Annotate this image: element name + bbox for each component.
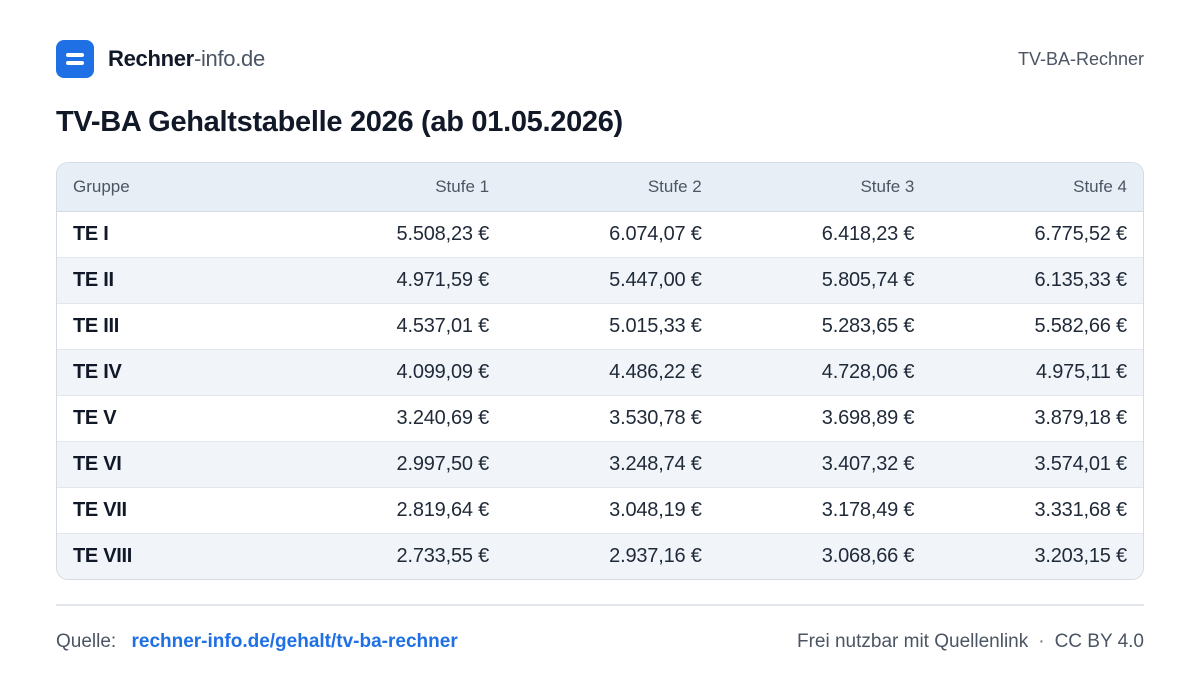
group-cell: TE I [73, 222, 109, 245]
logo-bar-bottom [66, 61, 84, 65]
value-cell: 4.486,22 € [505, 348, 718, 395]
group-cell: TE VII [57, 486, 293, 533]
value-cell: 6.074,07 € [609, 222, 702, 245]
value-cell: 3.879,18 € [930, 394, 1143, 441]
brand-name-bold: Rechner [108, 46, 194, 71]
logo-bar-top [66, 53, 84, 57]
table-header-row: Gruppe Stufe 1 Stufe 2 Stufe 3 Stufe 4 [57, 163, 1143, 212]
brand-name: Rechner-info.de [108, 46, 265, 72]
table-row: TE VI 2.997,50 € 3.248,74 € 3.407,32 € 3… [57, 440, 1143, 487]
value-cell: 3.698,89 € [717, 394, 931, 441]
column-header-stufe-4: Stufe 4 [930, 163, 1143, 212]
value-cell: 2.997,50 € [292, 440, 506, 487]
salary-table: Gruppe Stufe 1 Stufe 2 Stufe 3 Stufe 4 T… [57, 163, 1143, 579]
value-cell: 4.728,06 € [717, 348, 931, 395]
source-link[interactable]: rechner-info.de/gehalt/tv-ba-rechner [131, 631, 458, 652]
column-header-stufe-1: Stufe 1 [292, 163, 506, 212]
footer: Quelle: rechner-info.de/gehalt/tv-ba-rec… [56, 628, 1144, 656]
value-cell: 5.805,74 € [717, 256, 931, 303]
value-cell: 5.447,00 € [505, 256, 718, 303]
value-cell: 3.240,69 € [292, 394, 506, 441]
brand-name-light: -info.de [193, 46, 265, 71]
calculator-name: TV-BA-Rechner [1017, 48, 1144, 69]
separator: · [1038, 631, 1045, 652]
group-cell: TE V [57, 394, 293, 441]
site-header: Rechner-info.de TV-BA-Rechner [56, 40, 1144, 78]
value-cell: 2.937,16 € [505, 532, 718, 579]
value-cell: 4.099,09 € [292, 348, 506, 395]
value-cell: 6.775,52 € [1034, 222, 1127, 245]
source-label: Quelle: [56, 631, 117, 652]
source-credit: Quelle: rechner-info.de/gehalt/tv-ba-rec… [56, 631, 458, 653]
value-cell: 3.068,66 € [717, 532, 931, 579]
value-cell: 4.537,01 € [292, 302, 506, 349]
value-cell: 3.530,78 € [505, 394, 718, 441]
value-cell: 3.203,15 € [930, 532, 1143, 579]
table-row: TE VIII 2.733,55 € 2.937,16 € 3.068,66 €… [57, 532, 1143, 579]
column-header-stufe-3: Stufe 3 [717, 163, 931, 212]
salary-table-container: Gruppe Stufe 1 Stufe 2 Stufe 3 Stufe 4 T… [56, 162, 1144, 580]
value-cell: 6.135,33 € [930, 256, 1143, 303]
value-cell: 3.331,68 € [930, 486, 1143, 533]
group-cell: TE VIII [57, 532, 293, 579]
table-row: TE V 3.240,69 € 3.530,78 € 3.698,89 € 3.… [57, 394, 1143, 441]
value-cell: 5.582,66 € [930, 302, 1143, 349]
table-row: TE II 4.971,59 € 5.447,00 € 5.805,74 € 6… [57, 256, 1143, 303]
group-cell: TE VI [57, 440, 293, 487]
usage-note: Frei nutzbar mit Quellenlink [796, 631, 1029, 652]
footer-divider [56, 604, 1144, 606]
group-cell: TE III [57, 302, 293, 349]
brand[interactable]: Rechner-info.de [56, 40, 265, 78]
table-row: TE IV 4.099,09 € 4.486,22 € 4.728,06 € 4… [57, 348, 1143, 395]
value-cell: 5.508,23 € [396, 222, 490, 245]
table-row: TE VII 2.819,64 € 3.048,19 € 3.178,49 € … [57, 486, 1143, 533]
value-cell: 3.178,49 € [717, 486, 931, 533]
value-cell: 2.733,55 € [292, 532, 506, 579]
value-cell: 5.283,65 € [717, 302, 931, 349]
column-header-stufe-2: Stufe 2 [505, 163, 718, 212]
value-cell: 2.819,64 € [292, 486, 506, 533]
column-header-gruppe: Gruppe [57, 163, 293, 212]
group-cell: TE II [57, 256, 293, 303]
value-cell: 4.971,59 € [292, 256, 506, 303]
license-label: CC BY 4.0 [1054, 631, 1144, 652]
value-cell: 6.418,23 € [821, 222, 915, 245]
value-cell: 5.015,33 € [505, 302, 718, 349]
page-title: TV-BA Gehaltstabelle 2026 (ab 01.05.2026… [56, 106, 623, 138]
table-row: TE I 5.508,23 € 6.074,07 € 6.418,23 € 6.… [57, 211, 1143, 257]
license-info: Frei nutzbar mit Quellenlink · CC BY 4.0 [797, 631, 1144, 653]
value-cell: 4.975,11 € [930, 348, 1143, 395]
value-cell: 3.048,19 € [505, 486, 718, 533]
value-cell: 3.574,01 € [930, 440, 1143, 487]
value-cell: 3.407,32 € [717, 440, 931, 487]
group-cell: TE IV [57, 348, 293, 395]
value-cell: 3.248,74 € [505, 440, 718, 487]
table-row: TE III 4.537,01 € 5.015,33 € 5.283,65 € … [57, 302, 1143, 349]
menu-lines-icon [56, 40, 94, 78]
